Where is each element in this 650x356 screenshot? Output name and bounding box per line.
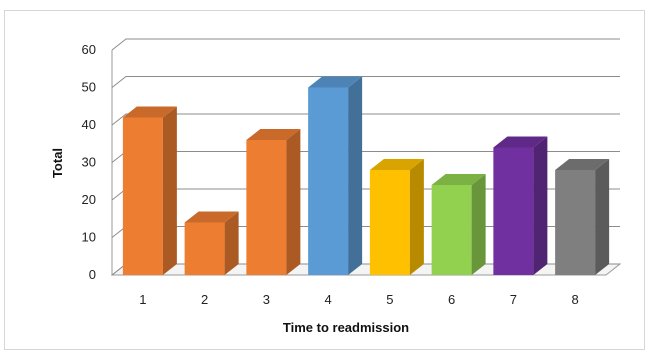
x-tick-label: 5 [386,292,393,307]
x-axis-ticks: 1 2 3 4 5 6 7 8 [139,292,578,307]
y-axis-ticks: 0 10 20 30 40 50 60 [82,42,96,282]
bar-side [286,129,301,275]
gridline [111,38,620,51]
bar-side [409,159,424,275]
bar-top [184,211,239,223]
bar-side [595,159,610,275]
bar-top [246,129,301,140]
x-axis-title: Time to readmission [283,320,409,335]
x-tick-label: 7 [510,292,517,307]
gridline [111,113,620,126]
bar-front [493,147,534,275]
bar-front [369,170,410,275]
bar [431,174,486,275]
bar-top [122,106,177,118]
bar-top [493,136,548,148]
bar-top [308,76,363,88]
bar-front [308,87,349,275]
bar-side [533,136,548,275]
y-tick-label: 60 [82,42,96,57]
y-tick-label: 10 [82,230,96,245]
x-tick-label: 1 [139,292,146,307]
bar-side [471,174,486,275]
x-tick-label: 6 [448,292,455,307]
bar-front [555,170,596,275]
x-tick-label: 2 [201,292,208,307]
bar-top [431,174,486,185]
y-tick-label: 30 [82,155,96,170]
y-tick-label: 0 [89,267,96,282]
x-tick-label: 3 [263,292,270,307]
bar-top [555,159,610,170]
bar [246,129,301,275]
y-tick-label: 40 [82,117,96,132]
bar-front [431,185,472,275]
bar-side [162,106,177,275]
y-axis-title: Total [50,148,65,178]
bar [184,211,239,275]
bar-top [369,159,424,170]
bar [555,159,610,275]
bar-front [122,117,163,275]
x-tick-label: 8 [572,292,579,307]
bar [369,159,424,275]
bars [122,76,610,275]
bar [308,76,363,275]
bar-side [224,211,239,275]
y-tick-label: 50 [82,80,96,95]
bar [122,106,177,275]
bar [493,136,548,275]
x-tick-label: 4 [325,292,332,307]
bar-side [348,76,363,275]
gridline [111,76,620,88]
y-tick-label: 20 [82,192,96,207]
bar-front [246,140,287,275]
bar-front [184,222,225,275]
